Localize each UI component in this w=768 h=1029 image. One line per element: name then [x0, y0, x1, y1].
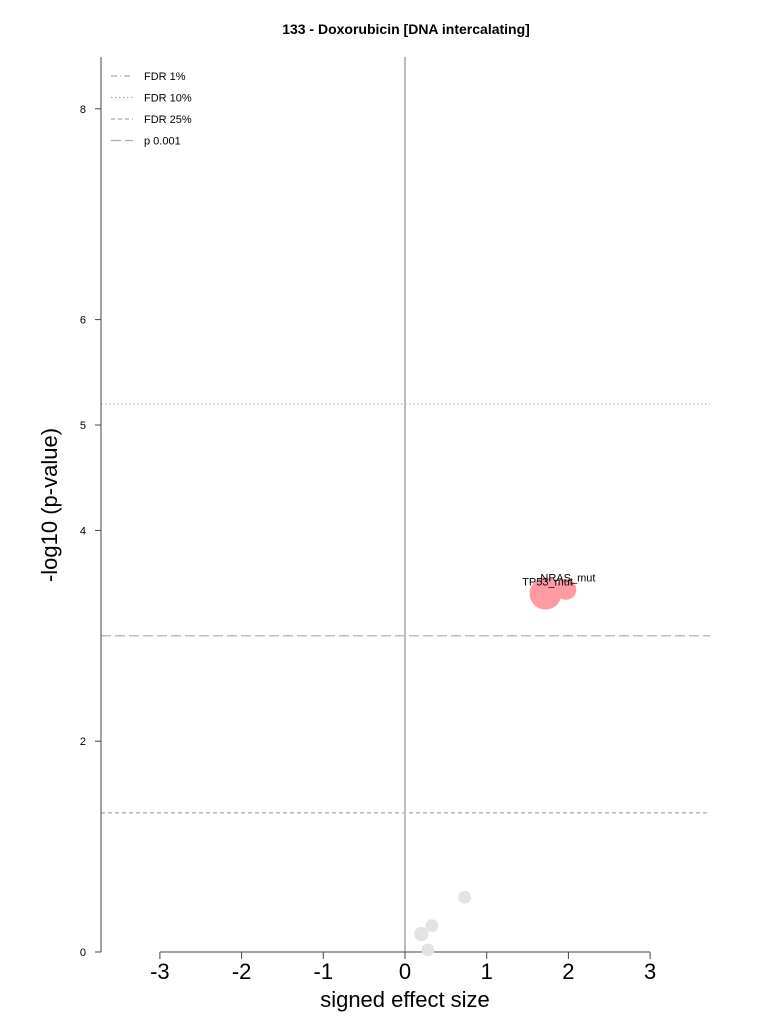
legend-entry-label: FDR 25%: [144, 114, 192, 126]
point-label: NRAS_mut: [540, 572, 595, 584]
significant-point: [555, 579, 577, 600]
data-points: [414, 577, 577, 957]
legend-entry-label: FDR 1%: [144, 71, 186, 83]
x-tick-label: -2: [232, 959, 252, 984]
point-label: TP53_mut: [522, 577, 573, 589]
y-tick-label: 5: [80, 420, 86, 432]
x-axis-ticks: -3 -2 -1 0 1 2 3: [150, 952, 656, 984]
y-tick-label: 8: [80, 104, 86, 116]
chart-title: 133 - Doxorubicin [DNA intercalating]: [282, 21, 530, 37]
y-tick-label: 4: [80, 525, 86, 537]
non-significant-point: [421, 943, 435, 957]
x-tick-label: 1: [481, 959, 493, 984]
y-axis-ticks: 0 2 4 5 6 8: [80, 104, 101, 959]
x-axis-label: signed effect size: [320, 987, 490, 1012]
y-tick-label: 6: [80, 315, 86, 327]
x-tick-label: 3: [644, 959, 656, 984]
x-tick-label: 0: [399, 959, 411, 984]
x-tick-label: 2: [562, 959, 574, 984]
x-tick-label: -1: [314, 959, 334, 984]
legend-entry-label: FDR 10%: [144, 93, 192, 105]
non-significant-point: [425, 919, 439, 933]
non-significant-point: [458, 890, 472, 904]
non-significant-point: [414, 926, 429, 942]
axes: 0 2 4 5 6 8 -3 -2 -1 0 1 2 3: [80, 57, 656, 984]
y-tick-label: 2: [80, 736, 86, 748]
significant-point: [529, 577, 562, 610]
x-tick-label: -3: [150, 959, 170, 984]
legend-entry-label: p 0.001: [144, 136, 181, 148]
legend: FDR 1% FDR 10% FDR 25% p 0.001: [111, 71, 192, 148]
y-tick-label: 0: [80, 947, 86, 959]
y-axis-label: -log10 (p-value): [37, 428, 62, 582]
